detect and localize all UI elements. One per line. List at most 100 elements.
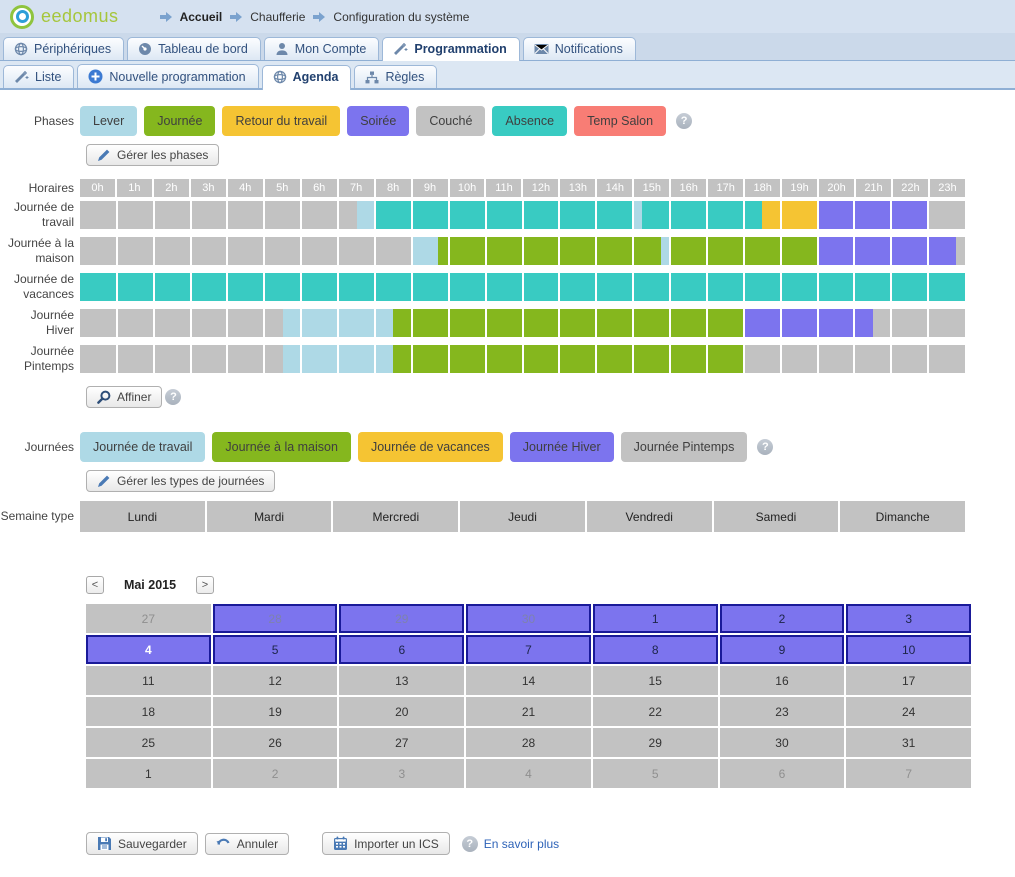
calendar-day-31[interactable]: 31 — [846, 728, 972, 757]
help-icon[interactable]: ? — [757, 439, 774, 455]
tab-tableau-de-bord[interactable]: Tableau de bord — [127, 37, 261, 60]
timeline-segment[interactable] — [817, 201, 929, 229]
timeline-bar-journee-de-travail[interactable] — [80, 201, 965, 229]
calendar-day-15[interactable]: 15 — [592, 666, 718, 695]
tab-mon-compte[interactable]: Mon Compte — [263, 37, 380, 60]
week-day-mardi[interactable]: Mardi — [206, 501, 332, 532]
timeline-segment[interactable] — [411, 237, 438, 265]
journee-button-journee-de-vacances[interactable]: Journée de vacances — [357, 432, 503, 462]
timeline-segment[interactable] — [80, 273, 965, 301]
journee-button-journee-hiver[interactable]: Journée Hiver — [509, 432, 614, 462]
calendar-day-4[interactable]: 4 — [466, 759, 591, 788]
help-icon[interactable]: ? — [676, 113, 693, 129]
week-day-jeudi[interactable]: Jeudi — [460, 501, 585, 532]
calendar-day-2[interactable]: 2 — [719, 604, 845, 633]
calendar-prev-button[interactable]: < — [86, 576, 104, 594]
manage-phases-button[interactable]: Gérer les phases — [86, 144, 220, 166]
calendar-day-7[interactable]: 7 — [846, 759, 972, 788]
timeline-bar-journee-de-vacances[interactable] — [80, 273, 965, 301]
subtab-regles[interactable]: Règles — [354, 65, 438, 88]
timeline-segment[interactable] — [872, 309, 965, 337]
tab-peripheriques[interactable]: Périphériques — [3, 37, 125, 60]
save-button[interactable]: Sauvegarder — [86, 832, 198, 855]
calendar-day-11[interactable]: 11 — [86, 666, 211, 695]
timeline-segment[interactable] — [374, 201, 634, 229]
phase-button-absence[interactable]: Absence — [492, 106, 568, 136]
phase-button-couche[interactable]: Couché — [416, 106, 486, 136]
calendar-day-2[interactable]: 2 — [212, 759, 338, 788]
calendar-day-5[interactable]: 5 — [212, 635, 338, 664]
calendar-day-27[interactable]: 27 — [86, 604, 211, 633]
calendar-day-9[interactable]: 9 — [719, 635, 845, 664]
calendar-day-12[interactable]: 12 — [212, 666, 338, 695]
week-day-lundi[interactable]: Lundi — [80, 501, 205, 532]
week-day-mercredi[interactable]: Mercredi — [333, 501, 459, 532]
calendar-day-30[interactable]: 30 — [466, 604, 591, 633]
phase-button-soiree[interactable]: Soirée — [347, 106, 410, 136]
calendar-day-29[interactable]: 29 — [592, 728, 718, 757]
refine-button[interactable]: Affiner — [86, 386, 163, 408]
timeline-segment[interactable] — [80, 201, 357, 229]
journee-button-journee-de-travail[interactable]: Journée de travail — [80, 432, 206, 462]
calendar-day-6[interactable]: 6 — [339, 635, 465, 664]
phase-button-retour-du-travail[interactable]: Retour du travail — [222, 106, 341, 136]
calendar-day-6[interactable]: 6 — [719, 759, 845, 788]
cancel-button[interactable]: Annuler — [204, 832, 290, 855]
timeline-segment[interactable] — [817, 237, 956, 265]
calendar-day-23[interactable]: 23 — [719, 697, 845, 726]
subtab-agenda[interactable]: Agenda — [261, 65, 352, 90]
phase-button-temp-salon[interactable]: Temp Salon — [574, 106, 667, 136]
timeline-segment[interactable] — [642, 201, 763, 229]
timeline-segment[interactable] — [762, 201, 818, 229]
help-icon[interactable]: ? — [165, 389, 182, 405]
calendar-day-24[interactable]: 24 — [846, 697, 972, 726]
week-day-samedi[interactable]: Samedi — [713, 501, 839, 532]
calendar-day-26[interactable]: 26 — [212, 728, 338, 757]
timeline-segment[interactable] — [633, 201, 643, 229]
timeline-segment[interactable] — [955, 237, 965, 265]
timeline-segment[interactable] — [669, 237, 818, 265]
help-icon[interactable]: ? — [461, 835, 478, 852]
breadcrumb-item-configuration[interactable]: Configuration du système — [333, 9, 470, 24]
calendar-day-13[interactable]: 13 — [339, 666, 465, 695]
calendar-day-14[interactable]: 14 — [466, 666, 591, 695]
breadcrumb-item-accueil[interactable]: Accueil — [179, 9, 223, 24]
timeline-segment[interactable] — [393, 309, 744, 337]
learn-more-link[interactable]: En savoir plus — [483, 836, 560, 851]
calendar-day-3[interactable]: 3 — [339, 759, 465, 788]
tab-notifications[interactable]: Notifications — [522, 37, 636, 60]
calendar-day-25[interactable]: 25 — [86, 728, 211, 757]
calendar-day-30[interactable]: 30 — [719, 728, 845, 757]
journee-button-journee-pintemps[interactable]: Journée Pintemps — [620, 432, 748, 462]
timeline-segment[interactable] — [743, 309, 873, 337]
eedomus-logo[interactable]: eedomus — [10, 4, 119, 29]
calendar-day-7[interactable]: 7 — [466, 635, 591, 664]
calendar-day-10[interactable]: 10 — [846, 635, 972, 664]
calendar-day-5[interactable]: 5 — [592, 759, 718, 788]
timeline-bar-journee-hiver[interactable] — [80, 309, 965, 337]
calendar-day-21[interactable]: 21 — [466, 697, 591, 726]
calendar-day-29[interactable]: 29 — [339, 604, 465, 633]
timeline-bar-journee-pintemps[interactable] — [80, 345, 965, 373]
timeline-bar-journee-a-la-maison[interactable] — [80, 237, 965, 265]
manage-day-types-button[interactable]: Gérer les types de journées — [86, 470, 276, 492]
calendar-day-8[interactable]: 8 — [592, 635, 718, 664]
calendar-day-1[interactable]: 1 — [86, 759, 211, 788]
calendar-day-1[interactable]: 1 — [592, 604, 718, 633]
calendar-day-3[interactable]: 3 — [846, 604, 972, 633]
timeline-segment[interactable] — [928, 201, 965, 229]
calendar-day-27[interactable]: 27 — [339, 728, 465, 757]
timeline-segment[interactable] — [282, 309, 394, 337]
timeline-segment[interactable] — [282, 345, 394, 373]
timeline-segment[interactable] — [743, 345, 965, 373]
timeline-segment[interactable] — [80, 309, 283, 337]
calendar-day-28[interactable]: 28 — [212, 604, 338, 633]
calendar-day-16[interactable]: 16 — [719, 666, 845, 695]
calendar-day-28[interactable]: 28 — [466, 728, 591, 757]
timeline-segment[interactable] — [80, 237, 412, 265]
subtab-nouvelle-programmation[interactable]: Nouvelle programmation — [77, 64, 259, 88]
timeline-segment[interactable] — [356, 201, 375, 229]
calendar-day-18[interactable]: 18 — [86, 697, 211, 726]
calendar-day-4[interactable]: 4 — [86, 635, 211, 664]
week-day-vendredi[interactable]: Vendredi — [586, 501, 712, 532]
